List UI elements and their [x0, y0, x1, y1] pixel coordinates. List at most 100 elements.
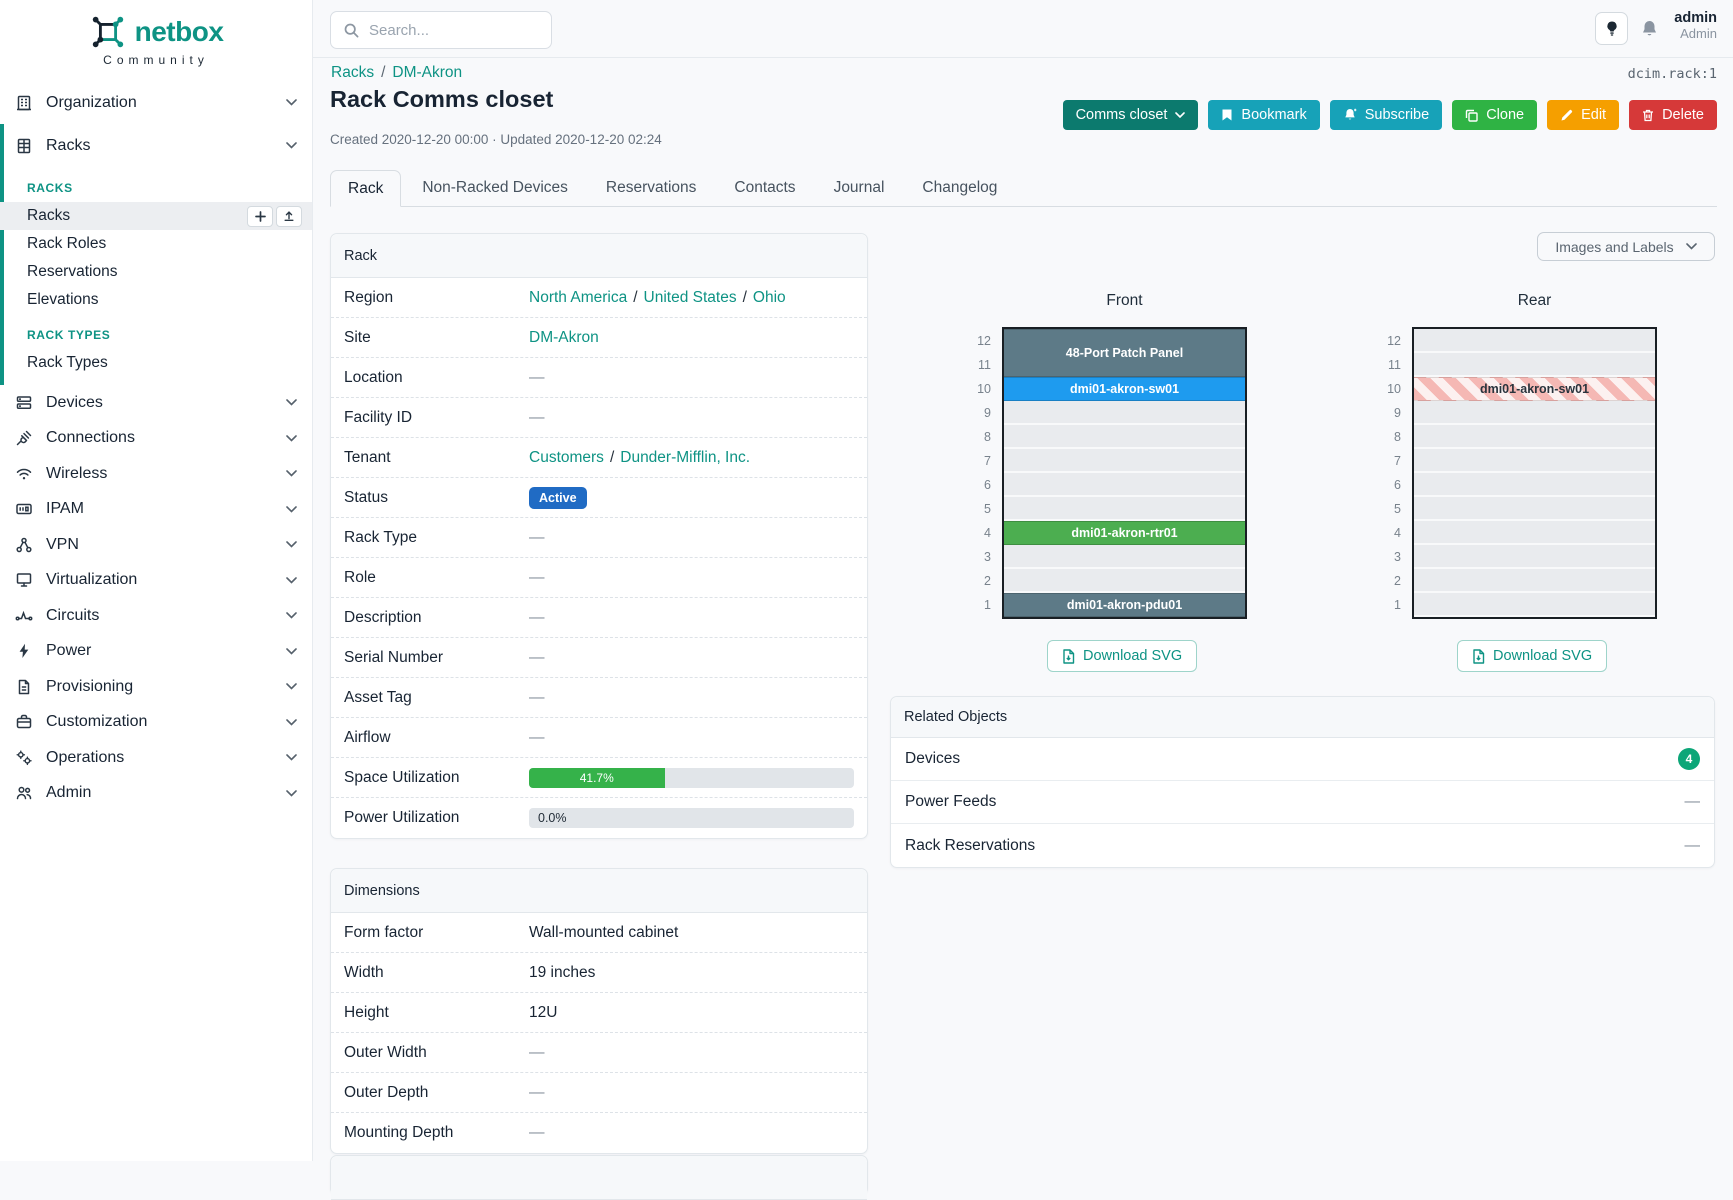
sidebar-item-ipam[interactable]: IPAM	[0, 492, 312, 528]
power-utilization-value: 0.0%	[538, 811, 567, 825]
rack-slot-empty[interactable]	[1414, 425, 1655, 449]
rack-slot-empty[interactable]	[1004, 473, 1245, 497]
rack-slot-empty[interactable]	[1414, 401, 1655, 425]
network-nodes-icon	[15, 536, 33, 554]
sidebar-subitem-rack-roles[interactable]: Rack Roles	[0, 230, 312, 258]
rack-slot-empty[interactable]	[1004, 569, 1245, 593]
sidebar-subitem-rack-types[interactable]: Rack Types	[0, 349, 312, 377]
site-link[interactable]: DM-Akron	[529, 328, 599, 346]
row-label: Asset Tag	[344, 688, 412, 706]
theme-toggle-button[interactable]	[1595, 12, 1628, 45]
global-search[interactable]	[330, 11, 552, 49]
row-label: Location	[344, 368, 403, 386]
delete-button[interactable]: Delete	[1629, 100, 1717, 130]
sidebar-item-operations[interactable]: Operations	[0, 740, 312, 776]
sidebar-subitem-racks[interactable]: Racks	[0, 202, 312, 230]
clone-button[interactable]: Clone	[1452, 100, 1538, 130]
row-value: —	[529, 408, 545, 426]
tenant-link[interactable]: Dunder-Mifflin, Inc.	[620, 448, 751, 466]
region-link[interactable]: United States	[643, 288, 737, 306]
rack-device-router[interactable]: dmi01-akron-rtr01	[1004, 521, 1245, 545]
ip-address-icon	[15, 500, 33, 518]
rack-slot-empty[interactable]	[1004, 449, 1245, 473]
file-download-icon	[1472, 648, 1485, 664]
row-label: Height	[344, 1003, 389, 1021]
status-select-button[interactable]: Comms closet	[1062, 100, 1199, 130]
tab-journal[interactable]: Journal	[833, 179, 885, 196]
link-separator: /	[609, 448, 615, 466]
sidebar-subitem-reservations[interactable]: Reservations	[0, 258, 312, 286]
rack-slot-empty[interactable]	[1414, 569, 1655, 593]
rack-slot-empty[interactable]	[1004, 497, 1245, 521]
row-label: Tenant	[344, 448, 391, 466]
tab-contacts[interactable]: Contacts	[734, 179, 796, 196]
rack-slot-empty[interactable]	[1414, 521, 1655, 545]
rack-slot-empty[interactable]	[1414, 545, 1655, 569]
row-label: Airflow	[344, 728, 391, 746]
related-objects-row-power-feeds[interactable]: Power Feeds —	[891, 781, 1714, 824]
row-value: —	[529, 568, 545, 586]
region-link[interactable]: North America	[529, 288, 628, 306]
tab-rack[interactable]: Rack	[330, 170, 402, 207]
sidebar-item-wireless[interactable]: Wireless	[0, 456, 312, 492]
rack-slot-empty[interactable]	[1414, 449, 1655, 473]
tab-non-racked-devices[interactable]: Non-Racked Devices	[422, 179, 568, 196]
topbar-divider	[313, 57, 1733, 58]
rack-slot-empty[interactable]	[1004, 401, 1245, 425]
circuit-icon	[15, 607, 33, 625]
user-menu[interactable]: admin Admin	[1674, 10, 1717, 41]
related-objects-row-devices[interactable]: Devices 4	[891, 738, 1714, 781]
rack-device-switch-rear[interactable]: dmi01-akron-sw01	[1414, 377, 1655, 401]
rear-unit-numbers: 12 11 10 9 8 7 6 5 4 3 2 1	[1387, 334, 1401, 612]
tenant-group-link[interactable]: Customers	[529, 448, 604, 466]
rack-device-pdu[interactable]: dmi01-akron-pdu01	[1004, 593, 1245, 617]
sidebar-item-virtualization[interactable]: Virtualization	[0, 563, 312, 599]
rack-slot-empty[interactable]	[1004, 545, 1245, 569]
sidebar-item-connections[interactable]: Connections	[0, 421, 312, 457]
sidebar-item-admin[interactable]: Admin	[0, 776, 312, 812]
delete-label: Delete	[1662, 107, 1704, 123]
tab-reservations[interactable]: Reservations	[605, 179, 697, 196]
edit-button[interactable]: Edit	[1547, 100, 1620, 130]
row-label: Status	[344, 488, 388, 506]
import-racks-button[interactable]	[276, 205, 302, 227]
rack-device-switch[interactable]: dmi01-akron-sw01	[1004, 377, 1245, 401]
server-stack-icon	[15, 394, 33, 412]
breadcrumb-racks-link[interactable]: Racks	[331, 64, 375, 81]
rack-slot-empty[interactable]	[1414, 593, 1655, 617]
bookmark-button[interactable]: Bookmark	[1208, 100, 1320, 130]
rack-slot-empty[interactable]	[1414, 497, 1655, 521]
sidebar-item-devices[interactable]: Devices	[0, 385, 312, 421]
brand[interactable]: netbox Community	[0, 0, 312, 67]
rack-slot-empty[interactable]	[1414, 353, 1655, 377]
related-objects-row-rack-reservations[interactable]: Rack Reservations —	[891, 824, 1714, 867]
subscribe-button[interactable]: Subscribe	[1329, 100, 1443, 130]
add-rack-button[interactable]	[247, 205, 273, 227]
sidebar-item-customization[interactable]: Customization	[0, 705, 312, 741]
edit-label: Edit	[1581, 107, 1607, 123]
rack-slot-empty[interactable]	[1414, 473, 1655, 497]
search-input[interactable]	[369, 21, 519, 39]
row-value: —	[529, 1083, 545, 1101]
sidebar-item-racks[interactable]: Racks	[0, 124, 312, 167]
notifications-button[interactable]	[1640, 19, 1659, 39]
region-link[interactable]: Ohio	[752, 288, 786, 306]
breadcrumb-site-link[interactable]: DM-Akron	[392, 64, 463, 81]
row-value: —	[529, 648, 545, 666]
sidebar-item-vpn[interactable]: VPN	[0, 527, 312, 563]
rack-slot-empty[interactable]	[1004, 425, 1245, 449]
download-svg-front-button[interactable]: Download SVG	[1047, 640, 1198, 672]
building-icon	[15, 94, 33, 112]
sidebar-subitem-elevations[interactable]: Elevations	[0, 286, 312, 314]
elevation-view-select[interactable]: Images and Labels	[1537, 232, 1715, 261]
download-svg-rear-button[interactable]: Download SVG	[1457, 640, 1608, 672]
row-value: 19 inches	[529, 963, 596, 981]
sidebar-item-organization[interactable]: Organization	[0, 81, 312, 124]
sidebar-item-power[interactable]: Power	[0, 634, 312, 670]
sidebar-item-circuits[interactable]: Circuits	[0, 598, 312, 634]
sidebar-item-provisioning[interactable]: Provisioning	[0, 669, 312, 705]
rack-device-patch-panel[interactable]: 48-Port Patch Panel	[1004, 329, 1245, 377]
rack-slot-empty[interactable]	[1414, 329, 1655, 353]
user-role: Admin	[1680, 26, 1717, 41]
tab-changelog[interactable]: Changelog	[922, 179, 998, 196]
